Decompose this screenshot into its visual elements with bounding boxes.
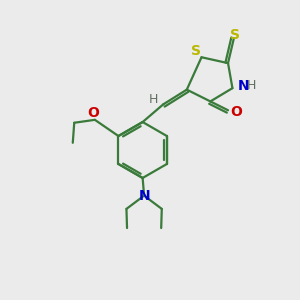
Text: S: S [191, 44, 201, 58]
Text: H: H [246, 79, 256, 92]
Text: O: O [230, 105, 242, 119]
Text: N: N [138, 189, 150, 202]
Text: H: H [148, 93, 158, 106]
Text: O: O [87, 106, 99, 120]
Text: S: S [230, 28, 240, 42]
Text: N: N [238, 79, 249, 93]
